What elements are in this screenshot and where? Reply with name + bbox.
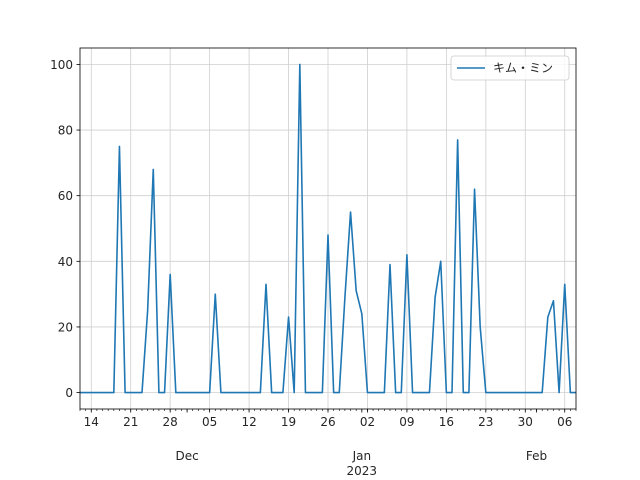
y-tick-label: 0 xyxy=(65,386,73,400)
y-tick-label: 60 xyxy=(58,189,73,203)
legend: キム・ミン xyxy=(450,55,570,81)
series-line xyxy=(80,63,576,394)
x-tick-label: 19 xyxy=(281,415,296,429)
x-tick-label: 26 xyxy=(320,415,335,429)
x-tick-label: 09 xyxy=(399,415,414,429)
x-tick-label: 21 xyxy=(123,415,138,429)
y-tick-label: 80 xyxy=(58,124,73,138)
legend-label: キム・ミン xyxy=(493,61,553,75)
y-tick-label: 20 xyxy=(58,320,73,334)
axis-ticks: 0 20 40 60 80 100 14 21 28 05 12 19 26 02 09 16 23 30 06 De… xyxy=(50,58,577,478)
x-year-label: 2023 xyxy=(347,464,378,478)
x-tick-label: 06 xyxy=(557,415,572,429)
y-tick-label: 40 xyxy=(58,255,73,269)
x-tick-label: 30 xyxy=(518,415,533,429)
x-month-label: Dec xyxy=(175,449,198,463)
x-tick-label: 02 xyxy=(360,415,375,429)
x-month-label: Feb xyxy=(526,449,547,463)
x-tick-label: 16 xyxy=(439,415,454,429)
grid-lines xyxy=(80,48,576,409)
series-lines xyxy=(80,63,576,394)
x-tick-label: 05 xyxy=(202,415,217,429)
x-tick-label: 12 xyxy=(241,415,256,429)
x-tick-label: 14 xyxy=(84,415,99,429)
x-month-label: Jan xyxy=(352,449,372,463)
legend-box xyxy=(450,55,570,81)
y-tick-label: 100 xyxy=(50,58,73,72)
x-tick-label: 28 xyxy=(163,415,178,429)
x-tick-label: 23 xyxy=(478,415,493,429)
